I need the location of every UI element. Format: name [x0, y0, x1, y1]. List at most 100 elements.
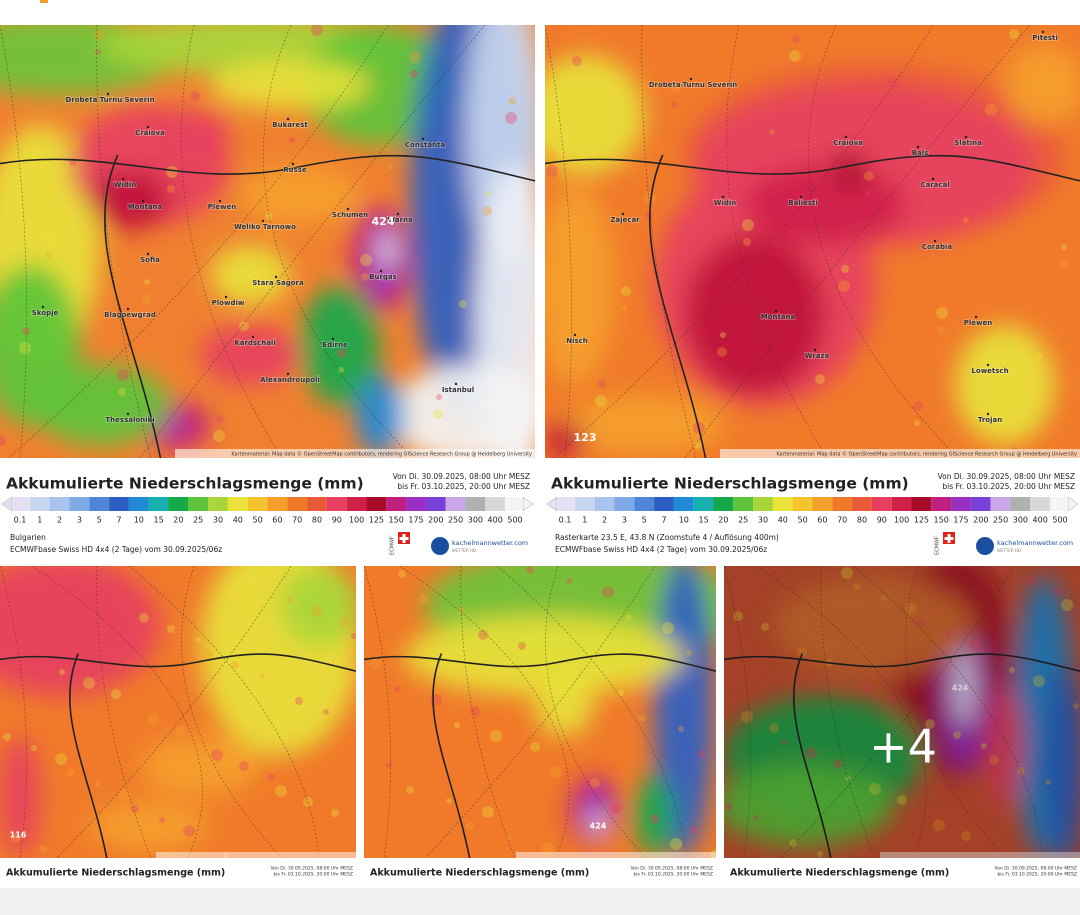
city-dot — [986, 363, 990, 367]
legend-label: 15 — [154, 516, 164, 525]
precip-cell — [741, 711, 753, 723]
precip-cell — [578, 678, 586, 686]
legend-swatch — [852, 497, 872, 511]
more-count[interactable]: +4 — [869, 720, 937, 774]
logo-ecmwf: ECMWF — [390, 536, 396, 555]
country-border — [649, 154, 707, 458]
precip-cell — [454, 722, 460, 728]
precip-cell — [671, 102, 677, 108]
precip-cell — [446, 798, 452, 804]
peak-value: 116 — [10, 831, 27, 840]
precip-cell — [231, 661, 239, 669]
attribution-bg — [156, 852, 356, 858]
precip-cell — [753, 815, 759, 821]
city-dot — [986, 412, 990, 416]
legend-label: 125 — [914, 516, 929, 525]
city-dot — [813, 348, 817, 352]
strip-date-from: Von Di. 30.09.2025, 08:00 Uhr MESZ — [995, 866, 1077, 872]
region-border — [0, 566, 27, 858]
city-dot — [931, 177, 935, 181]
precip-cell — [144, 279, 150, 285]
top-mark — [40, 0, 48, 3]
precip-cell — [925, 719, 935, 729]
precip-cell — [572, 56, 582, 66]
precip-cell — [645, 211, 653, 219]
precip-cell — [265, 212, 273, 220]
country-border — [364, 653, 716, 672]
precip-area — [984, 686, 1024, 806]
precip-cell — [394, 686, 400, 692]
precip-cell — [47, 653, 57, 663]
precip-cell — [430, 694, 442, 706]
precip-cell — [698, 750, 706, 758]
city-dot — [146, 252, 150, 256]
precip-cell — [694, 441, 702, 449]
city-dot — [799, 195, 803, 199]
legend-swatch — [247, 497, 268, 511]
precip-area — [30, 365, 170, 445]
precipitation-map[interactable]: 424 +4 — [724, 566, 1080, 858]
precip-cell — [626, 614, 632, 620]
precip-cell — [339, 617, 349, 627]
region-border — [128, 566, 320, 858]
precip-cell — [262, 227, 274, 239]
city-label: Widin — [114, 181, 137, 189]
precip-cell — [3, 733, 11, 741]
legend-label: 40 — [233, 516, 243, 525]
legend-swatch — [425, 497, 446, 511]
regional-borders — [364, 566, 688, 858]
precip-cell — [686, 650, 692, 656]
precip-cell — [595, 395, 607, 407]
precip-field — [404, 566, 716, 856]
legend-label: 250 — [993, 516, 1008, 525]
legend-label: 70 — [292, 516, 302, 525]
legend-label: 60 — [817, 516, 827, 525]
precip-cell — [766, 144, 776, 154]
precip-cell — [141, 294, 151, 304]
legend-label: 10 — [134, 516, 144, 525]
city-label: Wraza — [805, 352, 830, 360]
peak-value: 424 — [590, 822, 607, 831]
precip-cell — [0, 436, 6, 446]
precip-cell — [690, 826, 698, 834]
precip-cell — [743, 238, 751, 246]
precip-cell — [458, 606, 466, 614]
precip-cell — [436, 394, 442, 400]
precip-cell — [986, 123, 994, 131]
precip-cell — [190, 91, 200, 101]
attribution-bg — [175, 449, 535, 458]
legend-label: 500 — [1052, 516, 1067, 525]
precip-cell — [418, 594, 428, 604]
precip-cell — [183, 825, 195, 837]
precip-cell — [997, 566, 1009, 575]
city-label: Slatina — [954, 139, 982, 147]
precip-cell — [1009, 667, 1015, 673]
precip-cell — [546, 165, 558, 177]
precip-cell — [985, 104, 997, 116]
precip-cell — [117, 369, 129, 381]
precip-area — [955, 325, 1055, 445]
precip-cell — [861, 683, 871, 693]
attribution-bg — [720, 449, 1080, 458]
precip-cell — [598, 702, 608, 712]
precip-cell — [933, 819, 945, 831]
legend-label: 15 — [699, 516, 709, 525]
precip-cell — [311, 605, 323, 617]
precip-cell — [386, 762, 392, 768]
legend-label: 80 — [857, 516, 867, 525]
legend-tip — [1, 496, 13, 512]
precip-area — [280, 566, 356, 646]
precip-area — [534, 676, 594, 736]
city-dot — [286, 372, 290, 376]
precip-cell — [566, 578, 572, 584]
legend-swatch — [148, 497, 169, 511]
logo-ecmwf: ECMWF — [935, 536, 941, 555]
city-dot — [844, 135, 848, 139]
date-to: bis Fr. 03.10.2025, 20:00 Uhr MESZ — [942, 482, 1075, 491]
precip-cell — [897, 795, 907, 805]
precip-cell — [83, 677, 95, 689]
region-border — [726, 25, 828, 458]
precip-area — [210, 245, 290, 305]
precip-cell — [289, 137, 295, 143]
